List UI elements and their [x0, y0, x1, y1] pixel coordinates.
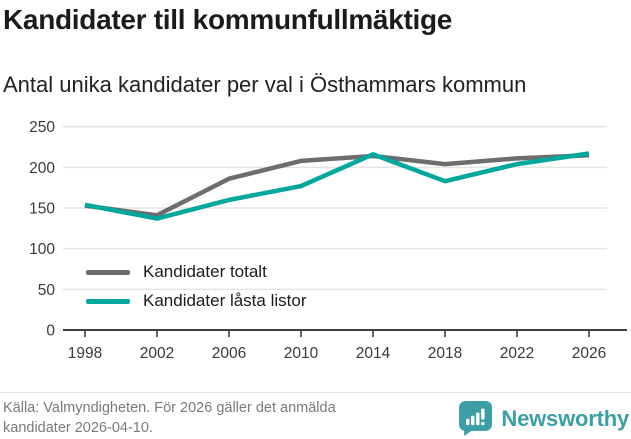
chart-title: Kandidater till kommunfullmäktige	[3, 4, 453, 35]
footer-divider	[0, 392, 631, 393]
x-axis-tick-label: 1998	[68, 345, 102, 362]
y-axis-tick-label: 150	[29, 201, 55, 218]
legend-label-lasta-listor: Kandidater låsta listor	[143, 291, 307, 310]
x-axis-tick-label: 2002	[140, 345, 174, 362]
line-series-lasta-listor	[84, 151, 590, 221]
y-axis-tick-label: 50	[38, 282, 56, 299]
bar-chart-bubble-icon	[459, 401, 493, 436]
source-note: Källa: Valmyndigheten. För 2026 gäller d…	[3, 400, 336, 436]
chart-subtitle: Antal unika kandidater per val i Östhamm…	[3, 72, 527, 97]
y-axis-tick-label: 250	[29, 119, 55, 136]
x-axis-tick-label: 2006	[212, 345, 246, 362]
y-axis-tick-label: 100	[29, 241, 55, 258]
legend-item-lasta-listor: Kandidater låsta listor	[86, 290, 306, 312]
x-axis-tick-label: 2022	[500, 345, 534, 362]
legend-label-totalt: Kandidater totalt	[143, 262, 267, 281]
line-series-totalt	[84, 152, 590, 218]
legend: Kandidater totalt Kandidater låsta listo…	[86, 261, 306, 312]
x-axis-tick-label: 2026	[572, 345, 606, 362]
y-axis-tick-label: 0	[46, 323, 55, 340]
newsworthy-logo: Newsworthy	[459, 401, 629, 436]
x-axis-tick-label: 2010	[284, 345, 319, 362]
legend-swatch-totalt	[86, 269, 130, 275]
y-axis-tick-label: 200	[29, 160, 55, 177]
x-axis-tick-label: 2018	[428, 345, 462, 362]
legend-item-totalt: Kandidater totalt	[86, 261, 306, 283]
x-axis-tick-label: 2014	[356, 345, 391, 362]
legend-swatch-lasta-listor	[86, 298, 130, 304]
newsworthy-wordmark: Newsworthy	[501, 405, 629, 431]
